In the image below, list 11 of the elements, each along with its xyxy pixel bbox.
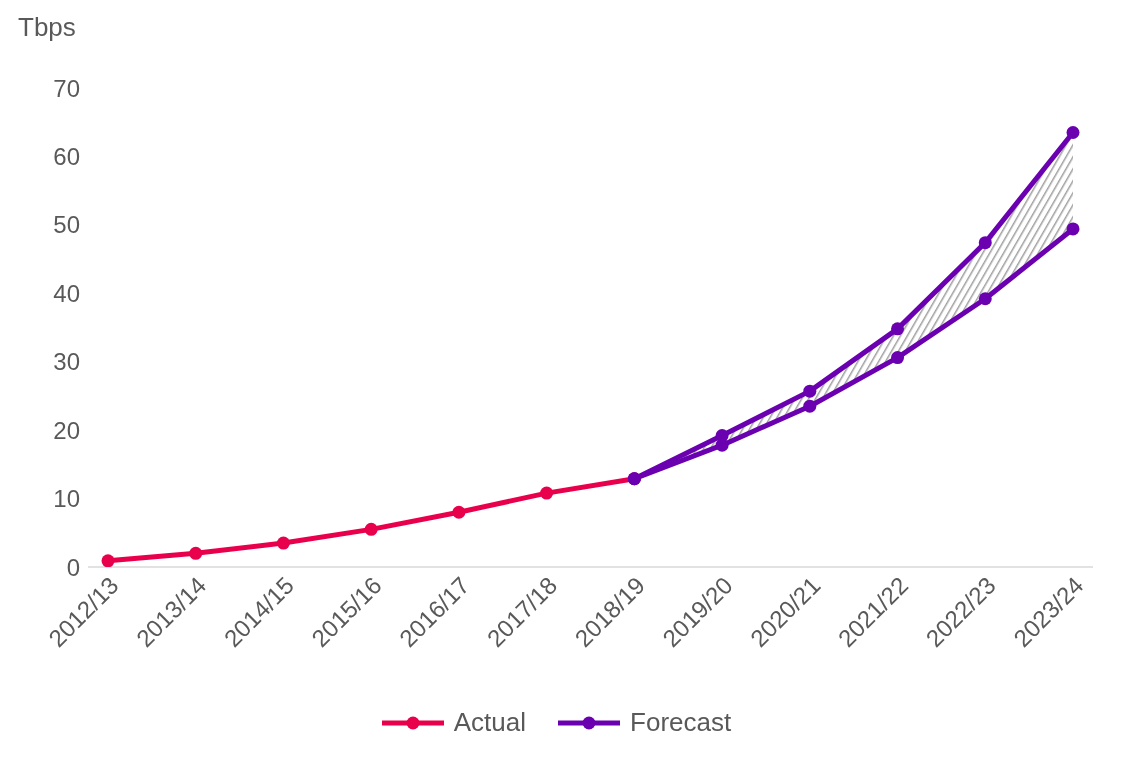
y-tick-label: 20 [53, 416, 80, 444]
legend-label: Actual [453, 707, 527, 738]
y-tick-label: 0 [66, 553, 80, 581]
y-tick-label: 60 [53, 142, 80, 170]
y-tick-label: 70 [53, 74, 80, 102]
y-tick-label: 40 [53, 279, 80, 307]
y-axis-title: Tbps [18, 12, 76, 43]
legend-label: Forecast [630, 707, 732, 738]
y-tick-label: 10 [53, 485, 80, 513]
y-tick-label: 30 [53, 348, 80, 376]
y-tick-label: 50 [53, 211, 80, 239]
